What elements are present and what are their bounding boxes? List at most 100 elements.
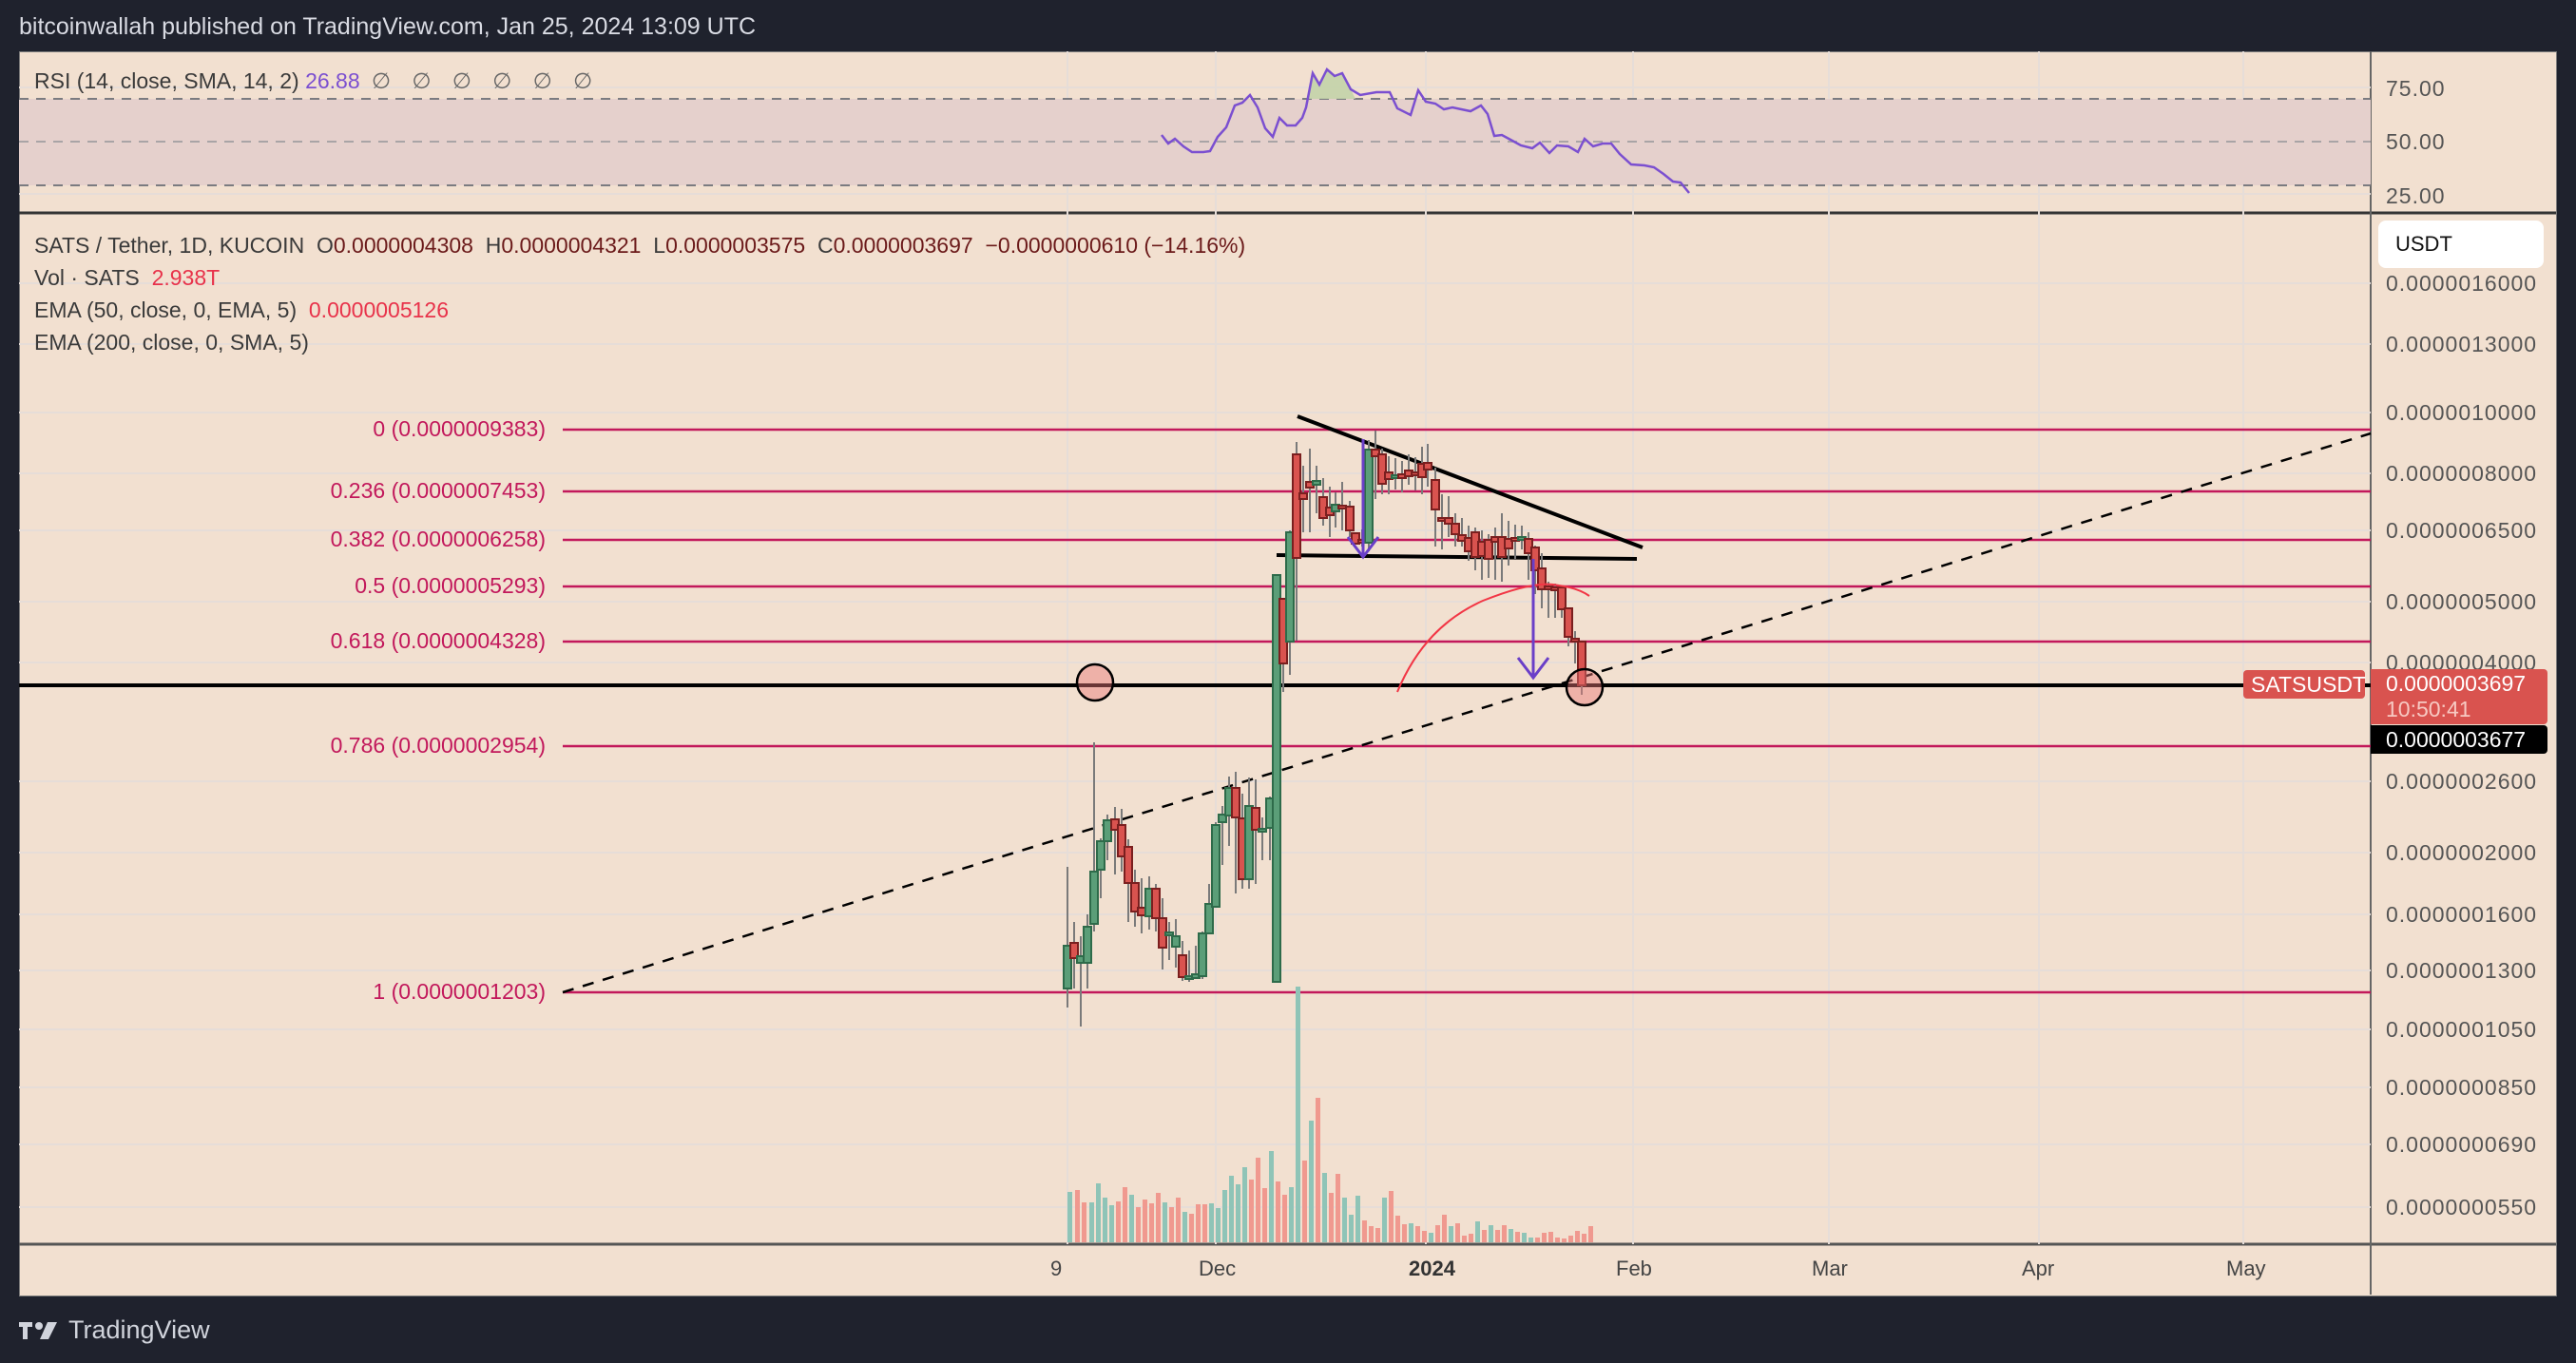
candle-up bbox=[1364, 449, 1374, 544]
candle-up bbox=[1096, 840, 1105, 871]
ema200-legend[interactable]: EMA (200, close, 0, SMA, 5) bbox=[34, 330, 309, 355]
candle-down bbox=[1251, 807, 1260, 831]
volume-bar bbox=[1342, 1198, 1347, 1242]
volume-bar bbox=[1382, 1198, 1387, 1242]
volume-bar bbox=[1282, 1195, 1287, 1242]
volume-bar bbox=[1502, 1225, 1507, 1242]
candle-up bbox=[1063, 945, 1072, 989]
candle-up bbox=[1204, 903, 1214, 934]
volume-bar bbox=[1455, 1223, 1460, 1242]
volume-bar bbox=[1542, 1233, 1547, 1242]
volume-bar bbox=[1415, 1226, 1420, 1242]
volume-bar bbox=[1362, 1220, 1367, 1242]
candle-down bbox=[1124, 846, 1133, 884]
volume-legend[interactable]: Vol · SATS 2.938T bbox=[34, 265, 221, 290]
volume-bar bbox=[1528, 1238, 1533, 1242]
candle-down bbox=[1431, 479, 1440, 510]
currency-selector[interactable]: USDT bbox=[2378, 221, 2544, 268]
ema50-line bbox=[1396, 583, 1590, 693]
volume-bar bbox=[1355, 1196, 1360, 1242]
ema50-legend[interactable]: EMA (50, close, 0, EMA, 5) 0.0000005126 bbox=[34, 298, 449, 322]
volume-bar bbox=[1409, 1223, 1413, 1242]
price-tick: 0.0000001050 bbox=[2386, 1017, 2538, 1042]
volume-bar bbox=[1495, 1230, 1500, 1242]
candle-down bbox=[1371, 449, 1380, 457]
volume-bar bbox=[1489, 1225, 1493, 1242]
rsi-band bbox=[19, 99, 2371, 185]
candle-down bbox=[1564, 607, 1573, 638]
price-tick: 0.0000013000 bbox=[2386, 332, 2538, 356]
volume-bar bbox=[1143, 1200, 1147, 1242]
volume-bar bbox=[1149, 1203, 1154, 1242]
price-tick: 0.0000001600 bbox=[2386, 902, 2538, 927]
candle-down bbox=[1530, 547, 1540, 571]
volume-bar bbox=[1449, 1226, 1453, 1242]
time-tick: Mar bbox=[1812, 1257, 1848, 1280]
crosshair-price-badge: 0.0000003677 bbox=[2371, 725, 2547, 754]
last-price-badge: 0.0000003697 10:50:41 bbox=[2371, 669, 2547, 724]
symbol-badge: SATSUSDT bbox=[2243, 670, 2366, 699]
publish-info: bitcoinwallah published on TradingView.c… bbox=[19, 13, 757, 40]
candle-down bbox=[1298, 492, 1308, 500]
volume-bar bbox=[1316, 1098, 1320, 1242]
arrow-head-icon bbox=[1346, 536, 1380, 560]
volume-bar bbox=[1196, 1204, 1201, 1242]
volume-bar bbox=[1276, 1181, 1280, 1242]
candle-down bbox=[1292, 453, 1301, 559]
volume-bar bbox=[1442, 1215, 1447, 1242]
rsi-label: RSI (14, close, SMA, 14, 2) bbox=[34, 68, 299, 93]
volume-bar bbox=[1075, 1190, 1080, 1242]
symbol-label[interactable]: SATS / Tether, 1D, KUCOIN bbox=[34, 233, 305, 258]
candle-down bbox=[1557, 586, 1567, 610]
chart-frame[interactable] bbox=[19, 51, 2557, 1296]
volume-bar bbox=[1568, 1236, 1573, 1242]
volume-bar bbox=[1389, 1191, 1394, 1242]
volume-bar bbox=[1096, 1183, 1101, 1242]
volume-bar bbox=[1582, 1234, 1586, 1242]
volume-bar bbox=[1302, 1161, 1307, 1242]
candle-up bbox=[1285, 531, 1295, 643]
candle-down bbox=[1524, 538, 1533, 554]
candle-up bbox=[1083, 926, 1092, 964]
volume-bar bbox=[1156, 1193, 1161, 1242]
volume-bar bbox=[1555, 1238, 1560, 1242]
rsi-axis-75: 75.00 bbox=[2386, 76, 2446, 101]
fib-level-label: 0.5 (0.0000005293) bbox=[355, 573, 546, 598]
volume-bar bbox=[1462, 1236, 1467, 1242]
candle-up bbox=[1198, 932, 1207, 977]
rsi-legend: RSI (14, close, SMA, 14, 2) 26.88 ∅ ∅ ∅ … bbox=[34, 68, 600, 94]
volume-bar bbox=[1289, 1187, 1294, 1242]
candle-up bbox=[1103, 819, 1112, 842]
brand-name: TradingView bbox=[68, 1315, 210, 1344]
volume-bar bbox=[1169, 1207, 1174, 1242]
volume-bar bbox=[1236, 1184, 1240, 1242]
open-value: 0.0000004308 bbox=[333, 233, 473, 258]
candle-down bbox=[1451, 523, 1460, 535]
candle-down bbox=[1577, 641, 1586, 686]
change-value: −0.0000000610 (−14.16%) bbox=[985, 233, 1246, 258]
rsi-axis-50: 50.00 bbox=[2386, 129, 2446, 154]
candle-down bbox=[1570, 638, 1580, 643]
price-tick: 0.0000010000 bbox=[2386, 400, 2538, 425]
volume-bar bbox=[1482, 1230, 1487, 1242]
candle-up bbox=[1258, 828, 1267, 833]
fib-level-label: 0.618 (0.0000004328) bbox=[330, 628, 546, 653]
ohlc-legend: SATS / Tether, 1D, KUCOIN O0.0000004308 … bbox=[34, 233, 1246, 258]
candle-down bbox=[1130, 882, 1140, 912]
volume-bar bbox=[1322, 1173, 1327, 1242]
candle-down bbox=[1137, 907, 1146, 916]
fib-level-label: 1 (0.0000001203) bbox=[373, 979, 546, 1004]
volume-bar bbox=[1189, 1214, 1194, 1242]
candle-down bbox=[1151, 888, 1161, 919]
price-tick: 0.0000008000 bbox=[2386, 461, 2538, 486]
price-tick: 0.0000000690 bbox=[2386, 1132, 2538, 1157]
time-tick: 9 bbox=[1050, 1257, 1063, 1280]
volume-bar bbox=[1429, 1233, 1433, 1242]
descending-resistance-line bbox=[1297, 414, 1644, 549]
footer-brand[interactable]: TradingView bbox=[19, 1315, 210, 1345]
volume-bar bbox=[1562, 1238, 1567, 1242]
candle-down bbox=[1504, 538, 1513, 549]
price-tick: 0.0000005000 bbox=[2386, 589, 2538, 614]
candle-up bbox=[1218, 814, 1227, 823]
